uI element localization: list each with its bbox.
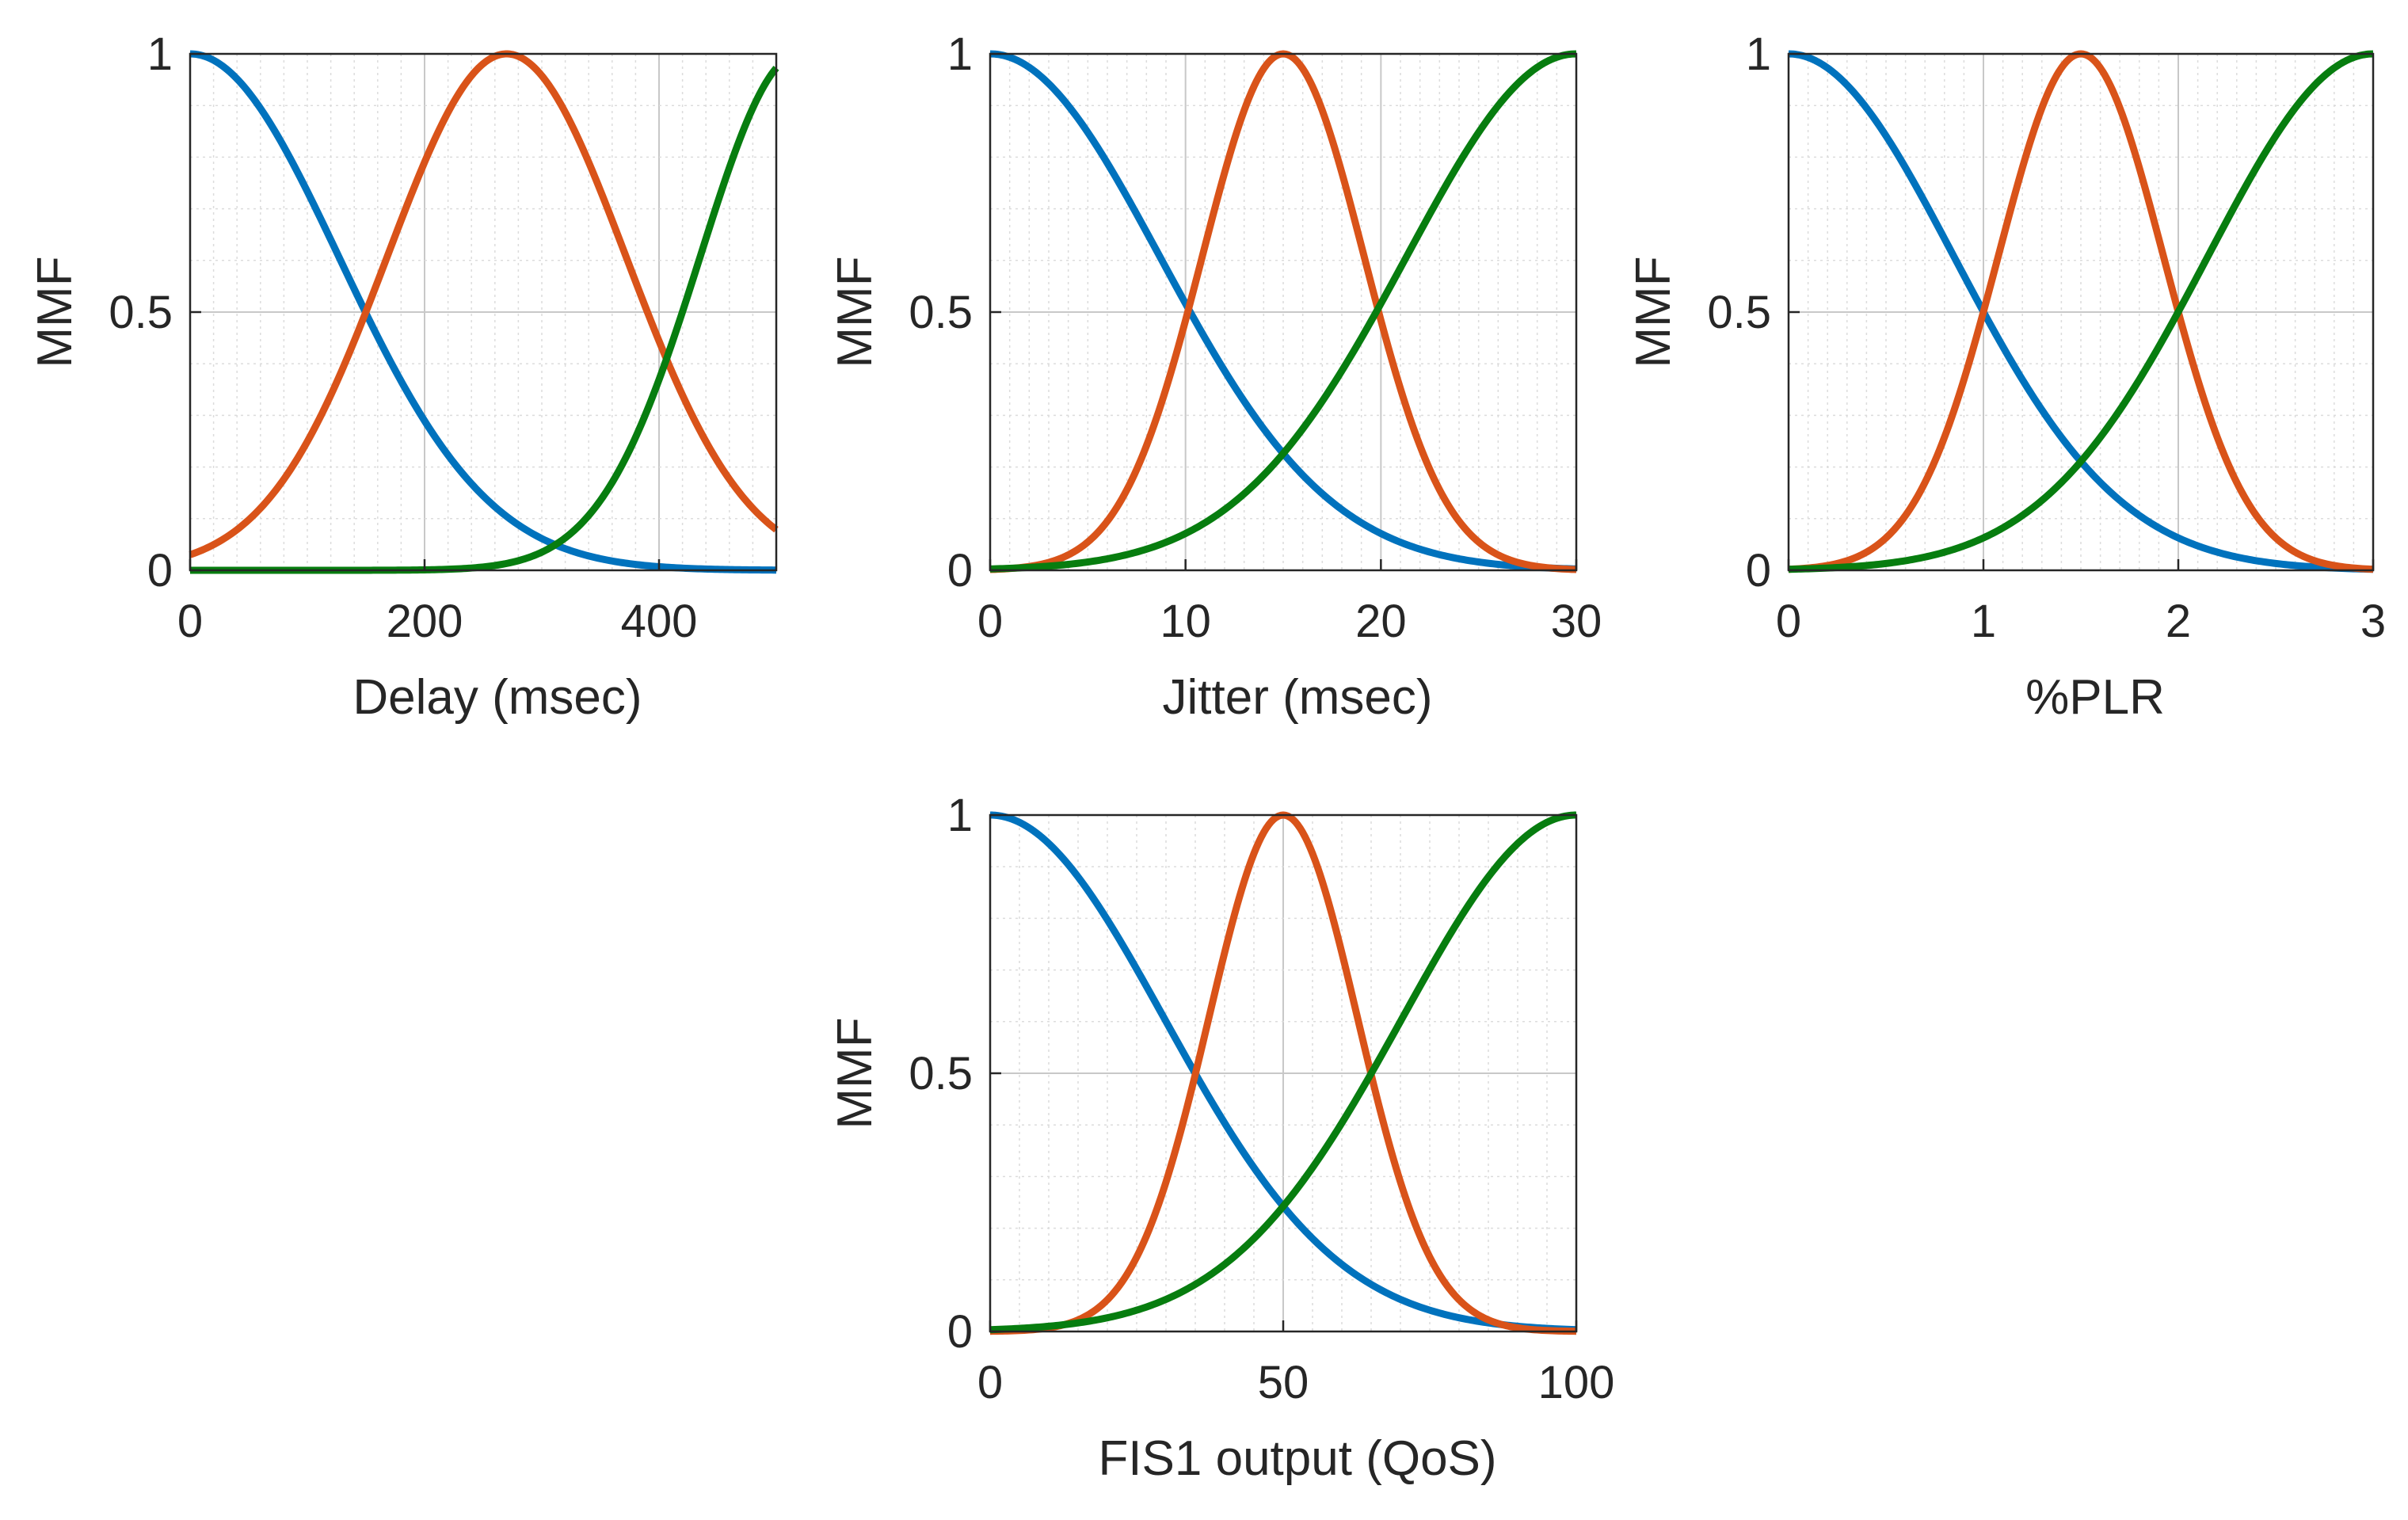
qos-grid: [989, 814, 1577, 1332]
x-tick-label: 0: [177, 596, 203, 647]
y-tick-label: 1: [1746, 29, 1771, 80]
y-tick-label: 1: [947, 29, 973, 80]
x-tick-label: 0: [977, 1357, 1003, 1408]
delay-membership-plot: 0 200 400 0 0.5 1 Delay (msec) MMF: [28, 29, 779, 725]
qos-y-axis-label: MMF: [828, 1017, 882, 1129]
x-tick-label: 0: [1776, 596, 1801, 647]
x-tick-label: 30: [1551, 596, 1602, 647]
x-tick-label: 10: [1160, 596, 1211, 647]
y-tick-label: 0.5: [109, 287, 173, 338]
delay-y-axis-label: MMF: [28, 256, 82, 368]
x-tick-label: 0: [977, 596, 1003, 647]
y-tick-label: 0: [947, 1306, 973, 1358]
jitter-series-high-line: [989, 50, 1578, 573]
delay-series-medium-line: [189, 50, 779, 558]
y-tick-label: 1: [947, 790, 973, 841]
y-tick-label: 0: [1746, 545, 1771, 596]
qos-x-axis-label: FIS1 output (QoS): [1098, 1431, 1496, 1486]
y-tick-label: 0: [147, 545, 173, 596]
jitter-y-axis-label: MMF: [828, 256, 882, 368]
x-tick-label: 1: [1971, 596, 1996, 647]
x-tick-label: 50: [1258, 1357, 1309, 1408]
x-tick-label: 3: [2360, 596, 2386, 647]
plr-membership-plot: 0 1 2 3 0 0.5 1 %PLR MMF: [1626, 29, 2386, 725]
plr-x-axis-label: %PLR: [2025, 670, 2165, 725]
plr-y-axis-label: MMF: [1626, 256, 1681, 368]
qos-output-membership-plot: 0 50 100 0 0.5 1 FIS1 output (QoS) MMF: [828, 790, 1614, 1486]
qos-series-high-line: [989, 811, 1578, 1334]
x-tick-label: 20: [1355, 596, 1407, 647]
y-tick-label: 0.5: [909, 1048, 973, 1099]
jitter-x-axis-label: Jitter (msec): [1163, 670, 1433, 725]
plr-series-high-line: [1787, 50, 2375, 573]
y-tick-label: 0: [947, 545, 973, 596]
jitter-membership-plot: 0 10 20 30 0 0.5 1 Jitter (msec) MMF: [828, 29, 1602, 725]
x-tick-label: 100: [1538, 1357, 1615, 1408]
x-tick-label: 2: [2166, 596, 2191, 647]
y-tick-label: 0.5: [909, 287, 973, 338]
x-tick-label: 200: [387, 596, 463, 647]
y-tick-label: 0.5: [1707, 287, 1771, 338]
y-tick-label: 1: [147, 29, 173, 80]
delay-x-axis-label: Delay (msec): [352, 670, 642, 725]
x-tick-label: 400: [621, 596, 698, 647]
delay-series-low-line: [189, 50, 778, 574]
